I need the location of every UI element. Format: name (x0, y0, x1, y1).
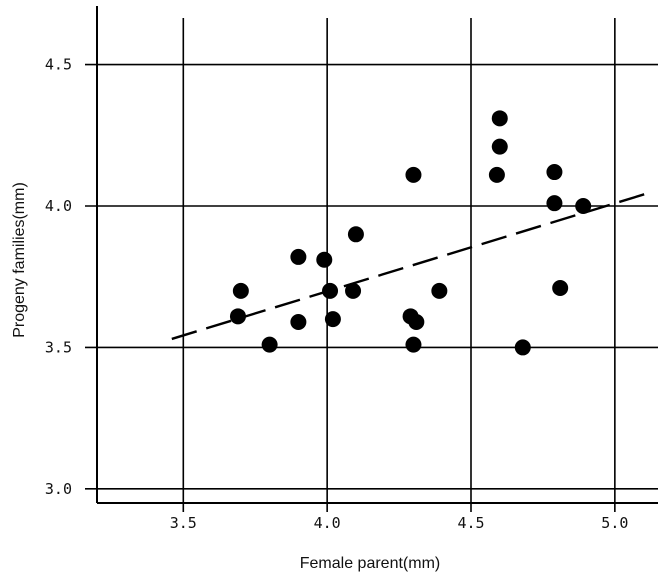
x-tick-label: 4.0 (314, 514, 341, 532)
data-point (290, 248, 307, 265)
data-point (290, 313, 307, 330)
data-point (261, 336, 278, 353)
y-tick-label: 3.0 (45, 480, 72, 498)
data-point (345, 282, 362, 299)
data-point (514, 339, 531, 356)
data-point (431, 282, 448, 299)
data-point (405, 336, 422, 353)
y-tick-label: 4.5 (45, 56, 72, 74)
data-point (491, 110, 508, 127)
data-point (546, 195, 563, 212)
data-point (347, 226, 364, 243)
y-tick-label: 3.5 (45, 338, 72, 356)
data-point (488, 166, 505, 183)
data-point (405, 166, 422, 183)
grid-lines (85, 18, 658, 512)
data-point (324, 311, 341, 328)
data-point (316, 251, 333, 268)
data-point (229, 308, 246, 325)
x-tick-label: 5.0 (601, 514, 628, 532)
data-point (552, 280, 569, 297)
axes (96, 6, 658, 504)
data-point (408, 313, 425, 330)
y-axis-title: Progeny families(mm) (11, 182, 28, 338)
tick-labels: 3.5 4.0 4.5 5.0 3.0 3.5 4.0 4.5 (45, 56, 628, 532)
data-point (546, 164, 563, 181)
data-point (491, 138, 508, 155)
y-tick-label: 4.0 (45, 197, 72, 215)
x-tick-label: 4.5 (457, 514, 484, 532)
regression-line-group (171, 190, 653, 341)
data-point (232, 282, 249, 299)
data-point (575, 198, 592, 214)
data-points (229, 110, 592, 356)
x-axis-title: Female parent(mm) (300, 555, 440, 572)
data-point (322, 282, 339, 299)
x-tick-label: 3.5 (170, 514, 197, 532)
regression-line (171, 190, 653, 341)
